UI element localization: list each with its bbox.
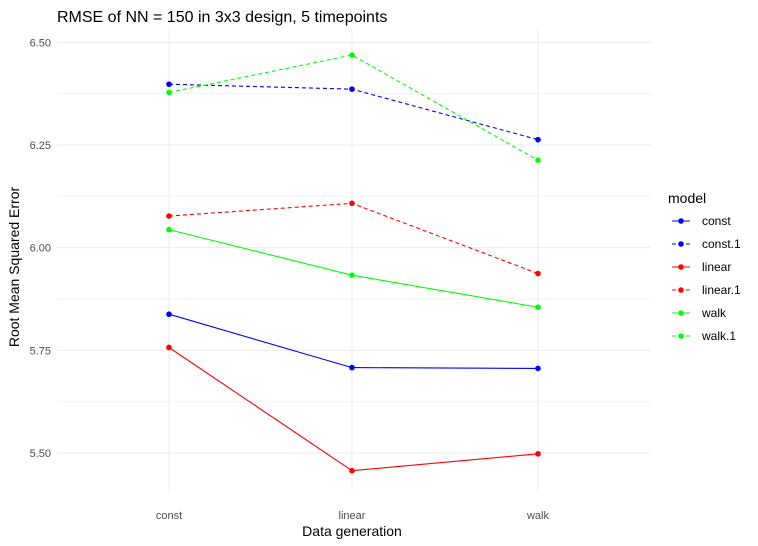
data-point <box>535 270 541 277</box>
legend: model const const.1 linear linear.1 walk walk… <box>668 190 741 343</box>
legend-key <box>672 264 690 270</box>
data-point <box>349 86 355 92</box>
y-tick-label: 5.75 <box>30 345 51 357</box>
legend-key <box>672 310 690 316</box>
legend-label: const <box>702 214 731 228</box>
series-const <box>166 311 541 372</box>
y-tick-label: 6.00 <box>30 243 51 255</box>
legend-label: linear <box>702 260 731 274</box>
series-group <box>166 52 541 474</box>
x-tick-label: linear <box>339 510 366 522</box>
y-tick-label: 6.50 <box>30 37 51 49</box>
y-tick-label: 5.50 <box>30 448 51 460</box>
data-point <box>349 364 355 371</box>
data-point <box>349 200 355 207</box>
data-point <box>535 136 541 143</box>
data-point <box>535 451 541 457</box>
x-axis-title: Data generation <box>302 523 402 539</box>
series-const-1 <box>166 81 541 143</box>
legend-title: model <box>668 190 706 206</box>
series-line <box>168 83 539 141</box>
legend-key <box>672 287 690 293</box>
tick-labels: 5.50 5.75 6.00 6.25 6.50 const linear walk <box>30 37 550 522</box>
data-point <box>535 365 541 372</box>
y-axis-title: Root Mean Squared Error <box>6 187 22 348</box>
series-walk <box>166 226 541 311</box>
data-point <box>166 213 172 219</box>
series-line <box>168 54 539 161</box>
data-point <box>166 89 172 96</box>
legend-label: walk <box>701 306 727 320</box>
data-point <box>166 344 172 351</box>
chart-title: RMSE of NN = 150 in 3x3 design, 5 timepo… <box>57 9 387 26</box>
legend-key <box>672 241 690 247</box>
grid <box>57 30 651 490</box>
series-line <box>168 202 539 275</box>
legend-label: walk.1 <box>701 329 736 343</box>
data-point <box>349 467 355 474</box>
legend-label: const.1 <box>702 237 741 251</box>
legend-key <box>672 218 690 224</box>
x-tick-label: const <box>156 510 182 522</box>
legend-label: linear.1 <box>702 283 741 297</box>
legend-key <box>672 333 690 339</box>
series-linear-1 <box>166 200 541 277</box>
series-linear <box>166 344 541 474</box>
data-point <box>166 311 172 318</box>
data-point <box>166 226 172 233</box>
series-line <box>168 313 539 369</box>
data-point <box>349 272 355 278</box>
data-point <box>535 157 541 163</box>
data-point <box>166 81 172 88</box>
series-line <box>168 229 539 308</box>
y-tick-label: 6.25 <box>30 140 51 152</box>
data-point <box>535 304 541 311</box>
x-tick-label: walk <box>526 510 550 522</box>
data-point <box>349 52 355 58</box>
series-walk-1 <box>166 52 541 163</box>
